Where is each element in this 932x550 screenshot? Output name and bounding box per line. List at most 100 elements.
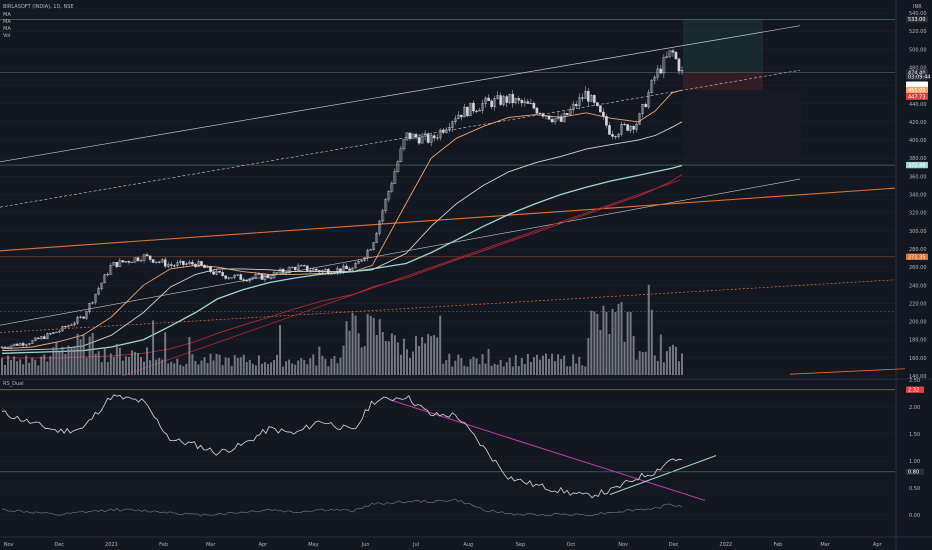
candle-body	[76, 317, 79, 324]
volume-bar	[16, 361, 19, 375]
price-tag[interactable]	[906, 93, 928, 100]
volume-bar	[88, 336, 91, 375]
candle-body	[490, 100, 493, 107]
candle-body	[472, 102, 475, 112]
candle-body	[390, 183, 394, 192]
volume-bar	[650, 309, 653, 375]
volume-bar	[647, 284, 650, 375]
dotted-trend-orange[interactable]	[0, 279, 896, 333]
candle-body	[481, 103, 484, 111]
candle-body	[593, 95, 596, 103]
volume-bar	[511, 366, 514, 375]
candle-body	[559, 116, 563, 122]
time-axis[interactable]: Nov Dec 2021 Feb Mar Apr May Jun Jul Aug Sep Oct Nov…	[4, 542, 883, 548]
volume-bar	[121, 360, 124, 375]
candle-body	[245, 280, 249, 282]
rs-tag[interactable]	[906, 468, 924, 475]
rs-tick-label: 2.50	[909, 378, 920, 384]
ma-red-line	[2, 174, 683, 359]
candle-body	[647, 92, 651, 108]
candle-body	[191, 261, 194, 265]
candle-body	[103, 274, 107, 284]
volume-bar	[194, 360, 197, 375]
volume-bar	[257, 355, 260, 375]
indicator-ma-3[interactable]: MA	[3, 26, 11, 32]
candle-body	[620, 123, 623, 135]
rs-uptrend-line[interactable]	[609, 455, 717, 495]
price-tag[interactable]	[906, 86, 928, 94]
rs-tag[interactable]	[906, 386, 924, 393]
candle-body	[420, 136, 424, 144]
candle-body	[451, 121, 454, 128]
time-tick-label: 2022	[719, 542, 732, 548]
candle-body	[596, 102, 599, 107]
volume-bar	[236, 357, 239, 375]
long-trend-red[interactable]	[121, 179, 681, 377]
volume-bar	[330, 358, 333, 375]
candle-body	[43, 336, 46, 339]
candle-body	[460, 114, 463, 118]
volume-bar	[91, 332, 94, 375]
candle-body	[145, 254, 149, 257]
candle-body	[12, 343, 16, 346]
volume-bar	[327, 366, 330, 375]
price-tag[interactable]	[906, 253, 928, 260]
candle-body	[375, 232, 379, 243]
indicator-ma-1[interactable]: MA	[3, 12, 11, 18]
rs-tick-label: 2.00	[909, 405, 920, 411]
volume-bar	[212, 360, 215, 375]
candle-body	[571, 104, 575, 110]
volume-bar	[152, 320, 155, 375]
price-tag[interactable]	[906, 73, 928, 80]
price-tick-label: 520.00	[909, 29, 927, 35]
volume-bar	[221, 365, 224, 375]
volume-bar	[97, 351, 100, 375]
volume-bar	[366, 313, 369, 375]
volume-bar	[297, 360, 300, 375]
price-tag[interactable]	[906, 81, 928, 88]
volume-bar	[118, 347, 121, 375]
volume-bar	[49, 355, 52, 375]
volume-bar	[548, 358, 551, 375]
candle-body	[70, 324, 73, 326]
candle-body	[393, 171, 397, 184]
orange-trend-right[interactable]	[789, 368, 906, 375]
rs-downtrend-line[interactable]	[391, 400, 706, 501]
volume-bar	[70, 347, 73, 375]
candle-body	[308, 270, 312, 272]
price-tag[interactable]	[906, 161, 928, 169]
price-tag-text: 271.35	[908, 255, 926, 261]
volume-bar	[560, 359, 563, 375]
candle-body	[438, 129, 442, 138]
price-tag[interactable]	[906, 16, 928, 23]
time-tick-label: Jul	[412, 542, 419, 548]
candle-body	[3, 346, 7, 348]
volume-bar	[445, 360, 448, 375]
candle-body	[526, 101, 530, 104]
volume-bar	[569, 366, 572, 375]
price-axis[interactable]: 540.00520.00500.00480.00460.00440.00420.…	[906, 11, 930, 519]
channel-mid-line[interactable]	[0, 69, 801, 208]
indicator-volume[interactable]: Vol	[3, 33, 10, 39]
rs-pane-title[interactable]: RS_Dual	[3, 381, 24, 387]
volume-bar	[312, 354, 315, 375]
trend-lines[interactable]	[0, 25, 906, 501]
indicator-ma-2[interactable]: MA	[3, 19, 11, 25]
candle-body	[411, 134, 415, 139]
channel-upper-line[interactable]	[0, 25, 801, 163]
candle-body	[466, 106, 469, 117]
volume-bar	[197, 364, 200, 375]
time-tick-label: Mar	[206, 542, 216, 548]
candle-body	[369, 249, 373, 251]
candle-body	[115, 262, 119, 267]
price-tag-text: 03:09:44	[908, 75, 930, 81]
support-trend-orange[interactable]	[0, 187, 896, 252]
channel-lower-line[interactable]	[0, 178, 801, 326]
volume-bar	[484, 363, 487, 375]
candle-body	[475, 110, 478, 112]
time-tick-label: Apr	[873, 542, 883, 548]
volume-bar	[581, 365, 584, 375]
volume-bar	[227, 357, 230, 375]
